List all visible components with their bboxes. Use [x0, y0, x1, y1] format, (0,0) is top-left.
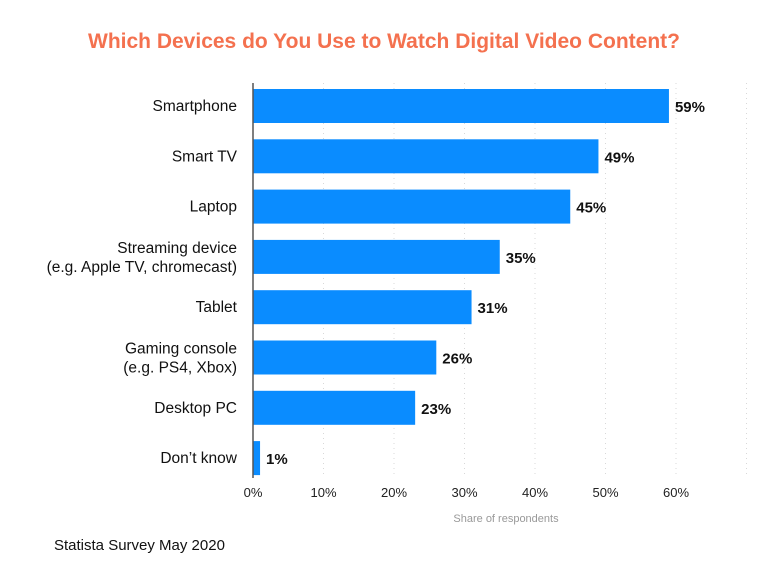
x-tick-label: 20% [381, 485, 407, 500]
data-label: 59% [675, 99, 705, 116]
x-tick-label: 60% [663, 485, 689, 500]
x-tick-label: 30% [451, 485, 477, 500]
category-label: Tablet [196, 299, 238, 316]
data-label: 31% [478, 300, 508, 317]
data-label: 1% [266, 451, 288, 468]
bar [253, 340, 437, 375]
x-tick-label: 50% [592, 485, 618, 500]
category-label: Don’t know [160, 450, 237, 467]
data-label: 26% [442, 351, 472, 368]
category-label: Desktop PC [154, 400, 237, 417]
x-tick-label: 0% [244, 485, 263, 500]
category-label: Smart TV [172, 148, 238, 165]
bar [253, 441, 261, 476]
data-label: 45% [576, 200, 606, 217]
category-label: Smartphone [153, 98, 237, 115]
category-label: Laptop [190, 199, 237, 216]
category-label: Streaming device (e.g. Apple TV, chromeca… [47, 240, 237, 276]
x-tick-label: 40% [522, 485, 548, 500]
x-tick-label: 10% [310, 485, 336, 500]
data-label: 35% [506, 250, 536, 267]
bar [253, 239, 500, 274]
bar [253, 390, 416, 425]
data-label: 49% [604, 149, 634, 166]
bar [253, 89, 669, 123]
category-label: Gaming console (e.g. PS4, Xbox) [123, 341, 237, 377]
bar [253, 189, 571, 224]
x-axis-label: Share of respondents [453, 513, 559, 525]
chart-title: Which Devices do You Use to Watch Digita… [88, 30, 680, 53]
data-label: 23% [421, 401, 451, 418]
source-note: Statista Survey May 2020 [54, 537, 225, 554]
bar [253, 139, 599, 174]
bar [253, 290, 472, 325]
